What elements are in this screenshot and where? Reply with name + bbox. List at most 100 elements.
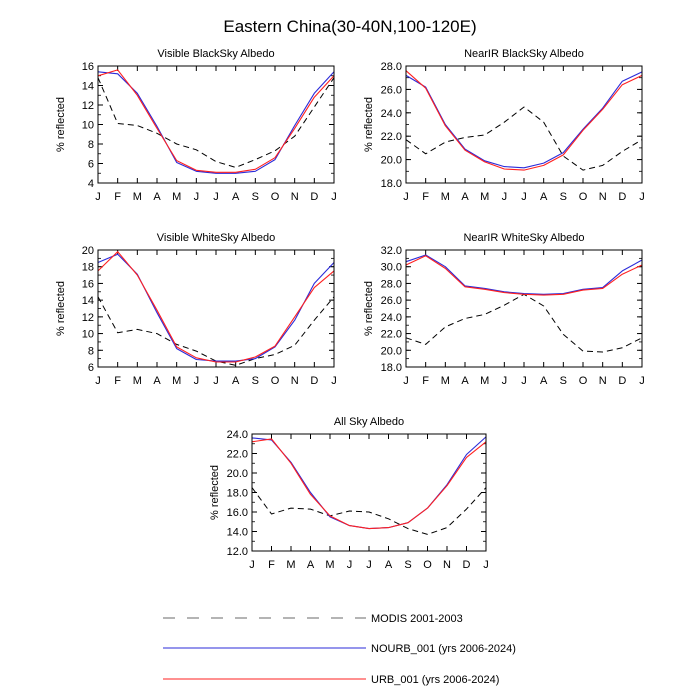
y-tick-label: 28.0 [381,61,402,73]
series-line-urb [97,251,335,363]
y-tick-label: 24.0 [381,312,402,324]
x-tick-label: J [331,191,337,203]
x-tick-label: D [618,191,626,203]
x-tick-label: N [291,191,299,203]
plot-frame [251,433,487,552]
x-tick-label: F [422,191,429,203]
x-tick-label: F [422,375,429,387]
series-line-modis [97,77,335,168]
y-tick-label: 22.0 [227,449,248,461]
x-tick-label: A [540,375,548,387]
series-line-urb [97,69,335,173]
x-tick-label: M [480,375,489,387]
x-tick-label: M [441,375,450,387]
x-tick-label: J [194,191,200,203]
y-tick-label: 6 [88,159,94,171]
y-tick-label: 12 [82,100,94,112]
x-tick-label: S [252,191,259,203]
y-tick-label: 18.0 [227,488,248,500]
x-tick-label: D [310,191,318,203]
y-tick-label: 22.0 [381,131,402,143]
y-tick-label: 26.0 [381,295,402,307]
y-tick-label: 26.0 [381,84,402,96]
x-tick-label: M [172,191,181,203]
y-tick-label: 18 [82,262,94,274]
x-tick-label: J [194,375,200,387]
figure-title: Eastern China(30-40N,100-120E) [223,17,476,36]
x-tick-label: O [579,191,588,203]
x-tick-label: F [114,191,121,203]
y-tick-label: 6 [88,362,94,374]
x-tick-label: M [325,559,334,571]
x-tick-label: J [483,559,489,571]
series-line-nourb [251,436,487,530]
x-tick-label: J [403,191,409,203]
chart-panel: NearIR BlackSky Albedo % reflected 18.0 20.… [363,48,645,203]
plot-frame [405,249,643,368]
y-tick-label: 8 [88,139,94,151]
series-line-nourb [405,71,643,169]
y-tick-label: 32.0 [381,245,402,257]
x-tick-label: A [153,375,161,387]
y-tick-label: 20.0 [381,155,402,167]
chart-panel: Visible WhiteSky Albedo % reflected 6 8 10 12… [55,232,337,387]
y-tick-label: 24.0 [227,429,248,441]
chart-panel: NearIR WhiteSky Albedo % reflected 18.0 20.… [363,232,645,387]
x-tick-label: J [213,375,219,387]
x-tick-label: O [271,375,280,387]
x-tick-label: O [579,375,588,387]
series-line-modis [97,296,335,366]
panel-title: NearIR BlackSky Albedo [464,48,584,60]
y-tick-label: 14 [82,81,94,93]
x-tick-label: J [639,375,645,387]
x-tick-label: J [95,191,101,203]
x-tick-label: J [521,191,527,203]
y-tick-label: 8 [88,345,94,357]
x-tick-label: A [540,191,548,203]
y-axis-label: % reflected [363,281,375,336]
series-line-urb [405,70,643,171]
plot-frame [97,249,335,368]
y-tick-label: 22.0 [381,329,402,341]
panel-title: Visible WhiteSky Albedo [157,232,275,244]
y-tick-label: 14.0 [227,527,248,539]
x-tick-label: A [307,559,315,571]
series-line-modis [251,487,487,535]
y-tick-label: 20.0 [381,345,402,357]
x-tick-label: A [232,375,240,387]
x-tick-label: M [286,559,295,571]
panel-title: NearIR WhiteSky Albedo [463,232,584,244]
y-tick-label: 18.0 [381,178,402,190]
panel-title: All Sky Albedo [334,416,404,428]
y-tick-label: 12 [82,312,94,324]
y-tick-label: 10 [82,120,94,132]
y-tick-label: 16.0 [227,507,248,519]
x-tick-label: J [249,559,255,571]
x-tick-label: A [153,191,161,203]
legend-label: URB_001 (yrs 2006-2024) [371,674,499,686]
x-tick-label: J [95,375,101,387]
series-line-urb [405,255,643,296]
y-tick-label: 20.0 [227,468,248,480]
x-tick-label: F [268,559,275,571]
y-tick-label: 18.0 [381,362,402,374]
y-tick-label: 16 [82,61,94,73]
x-tick-label: J [502,191,508,203]
x-tick-label: J [639,191,645,203]
y-tick-label: 14 [82,295,94,307]
x-tick-label: S [560,191,567,203]
x-tick-label: D [463,559,471,571]
series-line-modis [405,293,643,353]
x-tick-label: D [310,375,318,387]
x-tick-label: A [461,191,469,203]
x-tick-label: M [133,191,142,203]
y-tick-label: 12.0 [227,546,248,558]
y-axis-label: % reflected [209,465,221,520]
x-tick-label: J [347,559,353,571]
x-tick-label: J [366,559,372,571]
x-tick-label: S [404,559,411,571]
y-tick-label: 20 [82,245,94,257]
x-tick-label: A [232,191,240,203]
plot-frame [97,65,335,184]
